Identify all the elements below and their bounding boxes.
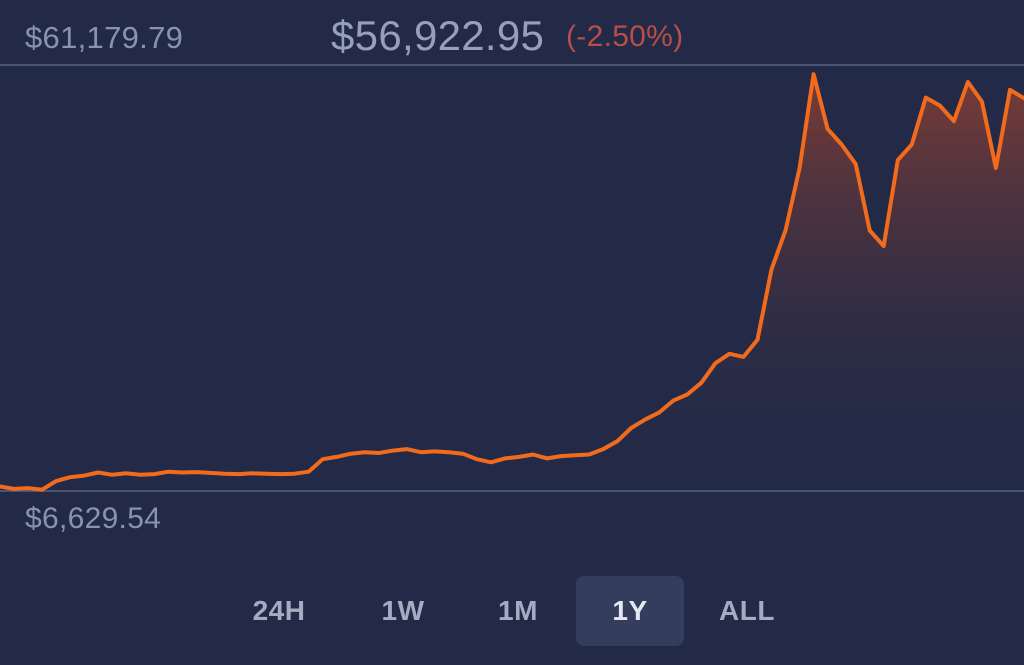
price-chart[interactable] [0, 64, 1024, 496]
low-price-label: $6,629.54 [25, 502, 162, 535]
range-1m-button[interactable]: 1M [498, 595, 538, 626]
chart-area[interactable] [0, 64, 1024, 496]
price-area-fill [0, 74, 1024, 491]
range-1y-button[interactable]: 1Y [576, 576, 684, 646]
current-price: $56,922.95 [331, 12, 545, 59]
price-header: $61,179.79 $56,922.95 (-2.50%) [0, 0, 1024, 66]
price-line [0, 72, 1024, 492]
time-range-selector: 24H 1W 1M 1Y ALL [0, 576, 1024, 646]
range-24h-button[interactable]: 24H [252, 595, 306, 626]
high-price-label: $61,179.79 [25, 20, 184, 55]
range-1w-button[interactable]: 1W [381, 595, 425, 626]
price-change-percent: (-2.50%) [566, 20, 684, 53]
range-all-button[interactable]: ALL [719, 595, 775, 626]
